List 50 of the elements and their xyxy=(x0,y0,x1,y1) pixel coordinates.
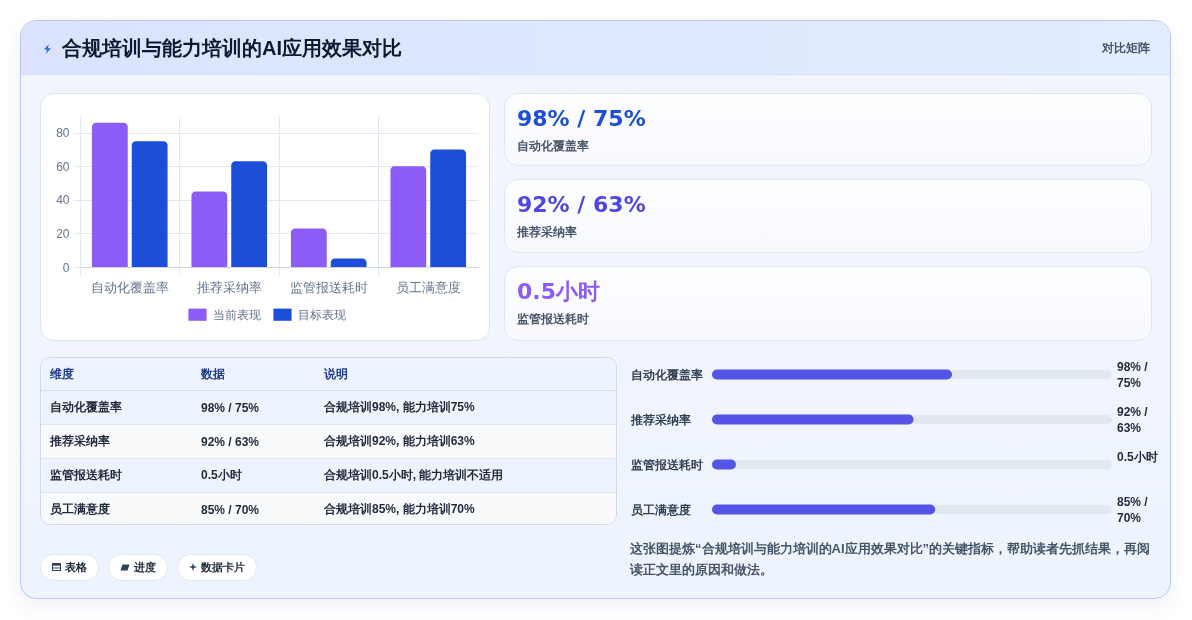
y-tick-label: 40 xyxy=(56,193,70,208)
text: 98% / 75% xyxy=(1117,358,1149,391)
legend-label: 当前表现 xyxy=(213,307,261,322)
text: 数据卡片 xyxy=(201,559,245,575)
bar xyxy=(191,191,228,267)
y-tick-label: 20 xyxy=(56,226,70,241)
text: 合规培训0.5小时, 能力培训不适用 xyxy=(324,468,504,482)
y-tick-label: 0 xyxy=(62,260,70,275)
x-tick-label: 监管报送耗时 xyxy=(289,279,368,295)
y-tick-label: 监管报送耗时 xyxy=(630,457,703,472)
text: 0.5小时 xyxy=(517,278,600,306)
bar xyxy=(330,258,367,267)
bar xyxy=(290,228,327,267)
y-tick-label: 80 xyxy=(56,126,70,141)
category-label: 维度 xyxy=(41,358,192,391)
text: 表格 xyxy=(65,559,87,575)
y-tick-label: 员工满意度 xyxy=(630,502,691,517)
text: 合规培训92%, 能力培训63% xyxy=(324,434,475,448)
y-tick-label: 60 xyxy=(56,159,70,174)
text: 85% / 70% xyxy=(1117,493,1149,526)
category-label: 数据 xyxy=(192,358,315,391)
bar xyxy=(430,149,467,267)
x-tick-label: 推荐采纳率 xyxy=(196,279,262,295)
x-tick-label: 自动化覆盖率 xyxy=(90,279,169,295)
text: 监管报送耗时 xyxy=(517,311,589,327)
text: 85% / 70% xyxy=(201,502,260,517)
text: 进度 xyxy=(134,559,156,575)
text: 0.5小时 xyxy=(201,468,242,482)
text: 0.5小时 xyxy=(1117,448,1159,465)
bar xyxy=(91,122,128,267)
bar xyxy=(131,141,168,267)
bar xyxy=(390,166,427,267)
y-tick-label: 自动化覆盖率 xyxy=(630,367,703,382)
text: 98% / 75% xyxy=(201,400,260,415)
text: 合规培训与能力培训的AI应用效果对比 xyxy=(62,36,402,61)
text: 对比矩阵 xyxy=(1102,40,1150,57)
y-tick-label: 推荐采纳率 xyxy=(629,412,691,427)
text: 合规培训85%, 能力培训70% xyxy=(324,502,475,516)
text: 推荐采纳率 xyxy=(517,224,577,240)
legend-label: 目标表现 xyxy=(298,307,346,322)
text: 92% / 63% xyxy=(1117,403,1149,436)
bar xyxy=(231,161,268,267)
x-tick-label: 员工满意度 xyxy=(395,279,461,295)
text: 这张图提炼“合规培训与能力培训的AI应用效果对比”的关键指标，帮助读者先抓结果，再阅读正文里的原因和做法。 xyxy=(630,540,1151,579)
category-label: 说明 xyxy=(315,358,616,391)
text: 合规培训98%, 能力培训75% xyxy=(324,400,475,414)
text: 92% / 63% xyxy=(201,434,260,449)
text: 自动化覆盖率 xyxy=(517,138,589,154)
text: 98% / 75% xyxy=(517,105,646,133)
text: 92% / 63% xyxy=(517,191,646,219)
